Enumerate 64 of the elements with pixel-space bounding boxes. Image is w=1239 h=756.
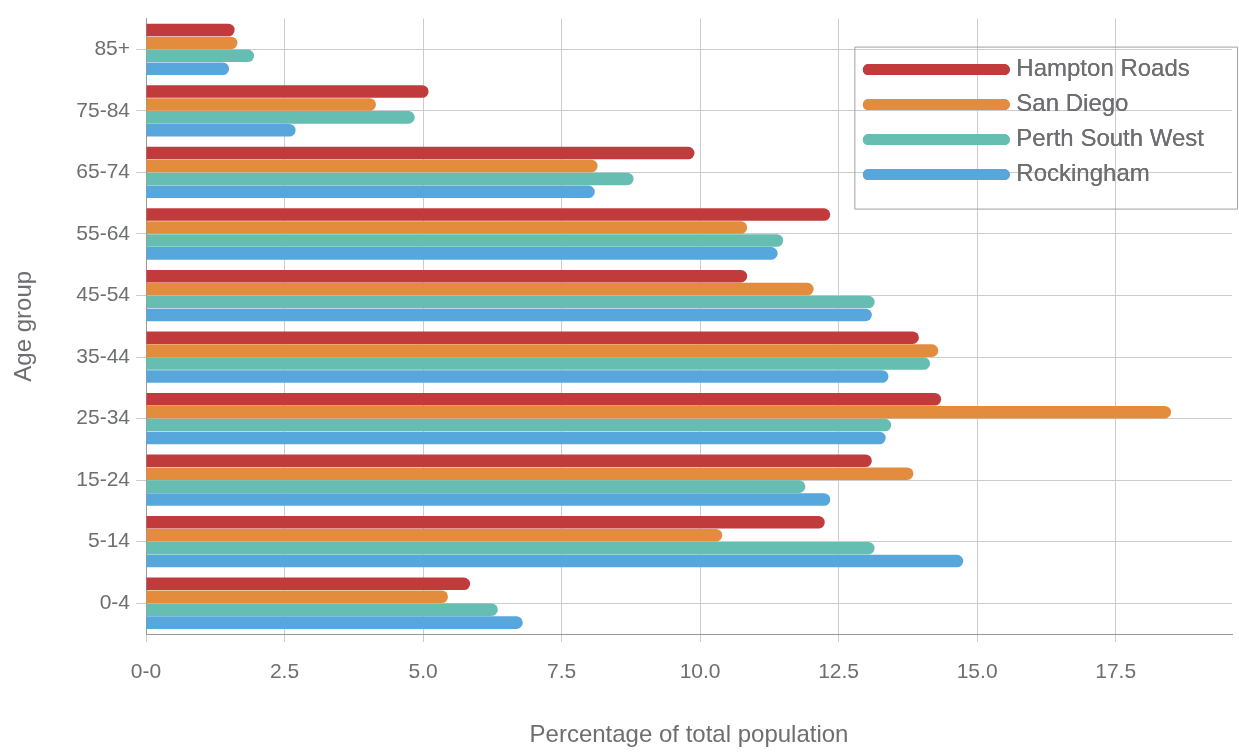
text: Hampton Roads [1016,54,1190,82]
bar [146,467,914,480]
bar [146,111,415,124]
bar [146,590,448,604]
bar [146,405,1172,419]
bar [146,308,872,322]
text: Rockingham [1016,159,1150,187]
bar [146,269,748,283]
x-axis-title: Percentage of total population [529,720,849,748]
bar [146,282,814,296]
bar [146,528,723,542]
x-tick-label: 5.0 [408,659,438,683]
text: San Diego [1016,89,1129,117]
bar [146,49,255,63]
bar [146,62,230,76]
bar [146,357,931,370]
bar [146,247,778,260]
bar [146,418,892,432]
bar [146,221,748,234]
bar [146,172,634,186]
x-tick-label: 0-0 [130,659,162,683]
bar [146,98,376,111]
x-tick-label: 15.0 [956,659,998,683]
y-tick-label: 45-54 [76,282,131,306]
bar [146,616,523,629]
y-tick-label: 35-44 [76,343,131,367]
y-tick-label: 5-14 [87,528,131,552]
bar [146,431,886,445]
bar [146,480,806,493]
x-tick-label: 2.5 [269,659,300,683]
y-tick-label: 65-74 [76,159,131,183]
y-tick-label: 55-64 [76,220,131,244]
bar [146,541,875,555]
y-tick-label: 75-84 [76,97,131,121]
bar [146,185,595,199]
text: Perth South West [1016,124,1205,152]
bar [146,124,296,137]
x-tick-label: 12.5 [818,659,860,683]
bar [146,370,889,383]
x-tick-label: 7.5 [546,659,577,683]
bar [146,331,919,344]
x-tick-label: 10.0 [679,659,721,683]
y-tick-label: 25-34 [76,405,131,429]
bar [146,208,831,221]
bar [146,493,831,506]
bar [146,23,235,37]
bar [146,516,825,529]
bar [146,603,498,616]
bar [146,295,875,309]
bar [146,146,695,160]
x-tick-label: 17.5 [1095,659,1137,683]
y-tick-label: 85+ [94,36,130,60]
bar [146,577,471,591]
bar [146,85,429,98]
y-axis-title: Age group [9,270,37,382]
bar [146,36,238,50]
y-tick-label: 0-4 [99,590,131,614]
bar [146,392,942,406]
y-tick-label: 15-24 [76,466,131,490]
bar [146,454,872,468]
bar [146,159,598,173]
bar [146,344,939,357]
bar [146,234,784,247]
bar [146,554,964,568]
